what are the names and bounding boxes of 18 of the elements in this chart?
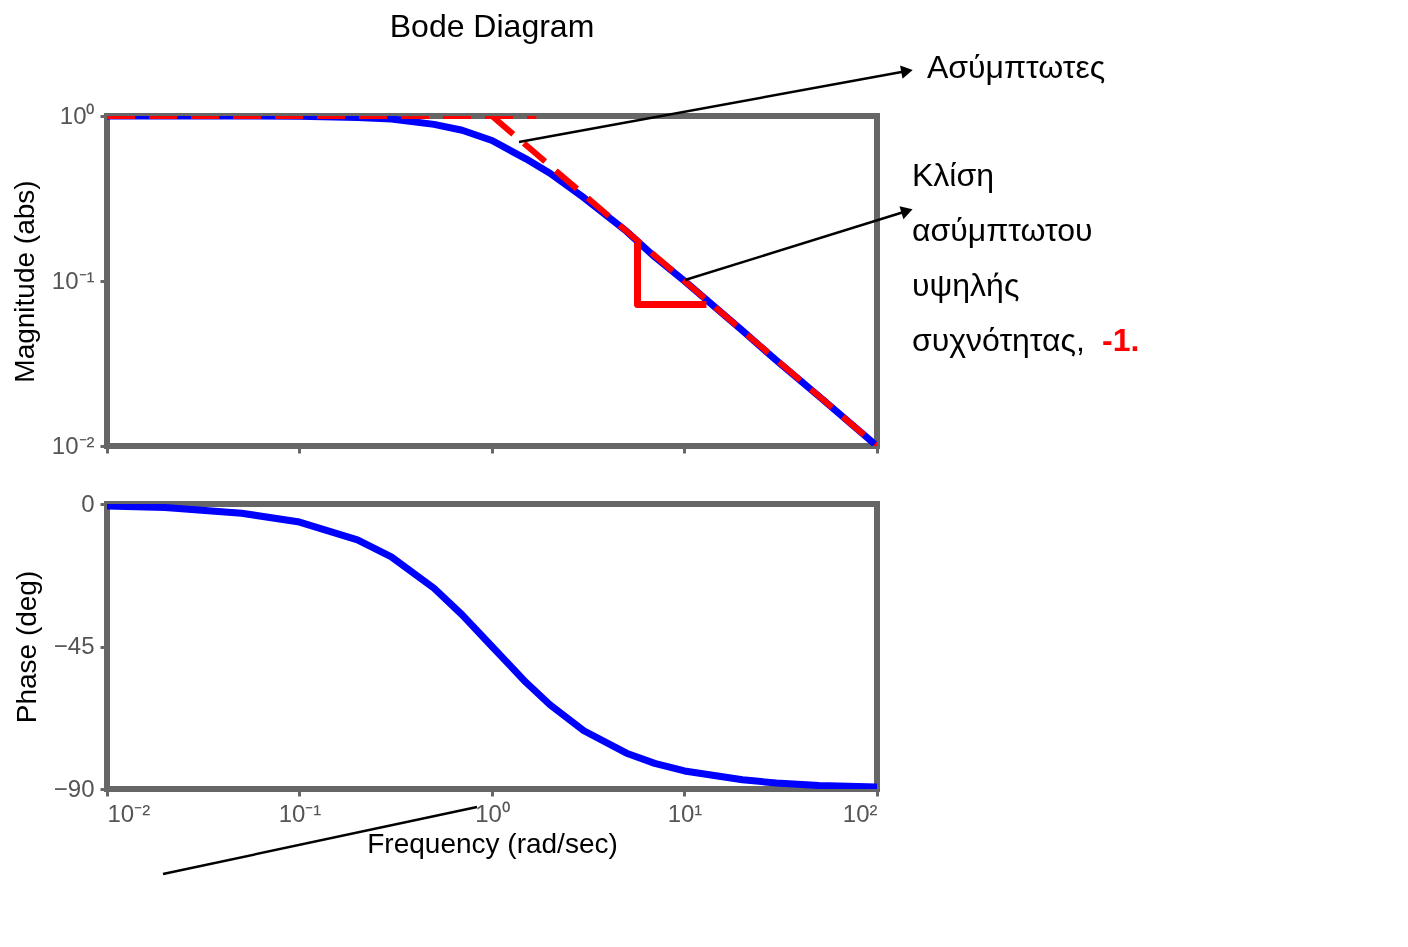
x-tick-label: 10⁻² [107,799,151,827]
x-axis-title: Frequency (rad/sec) [367,827,618,859]
text: Κλίση ασύμπτωτου υψηλής συχνότητας, [912,157,1093,358]
text: -1. [1102,322,1140,358]
x-tick-label: 10¹ [667,799,703,827]
y-tick-label: −90 [53,774,95,802]
x-tick-label: 10² [842,799,878,827]
x-tick-label: 10⁰ [475,799,510,827]
y-tick-label: 10⁻² [51,431,95,459]
text: Ασύμπτωτες [927,49,1106,85]
y-axis-title: Phase (deg) [10,570,42,724]
y-tick-label: −45 [53,632,95,659]
x-tick-label: 10⁻¹ [278,799,322,827]
y-tick-label: 10⁻¹ [51,266,95,294]
y-tick-label: 10⁰ [59,101,95,129]
chart-title: Bode Diagram [389,8,595,44]
y-axis-title: Magnitude (abs) [8,180,40,383]
y-tick-label: 0 [81,489,95,517]
